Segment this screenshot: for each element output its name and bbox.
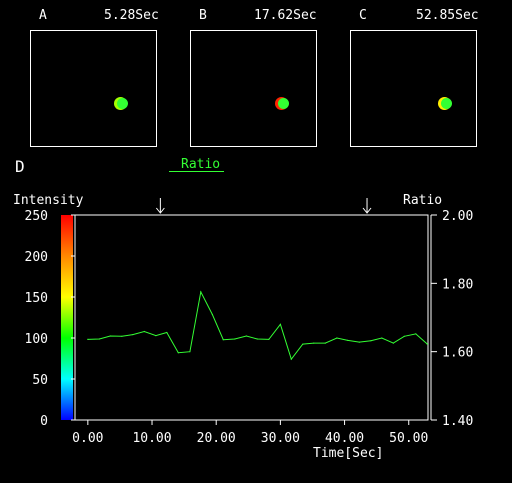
cell-spot: [278, 98, 289, 109]
ratio-data-point: [87, 338, 89, 340]
stimulus-arrow-icon: [362, 198, 372, 214]
panel-b: [190, 30, 317, 147]
left-tick-label: 0: [40, 414, 48, 429]
right-tick-label: 1.60: [442, 346, 473, 361]
ratio-data-point: [324, 342, 326, 344]
ratio-data-point: [98, 338, 100, 340]
colorbar: [61, 215, 73, 420]
series-label: Ratio: [181, 157, 221, 172]
x-tick-label: 0.00: [72, 431, 103, 446]
ratio-data-point: [426, 343, 428, 345]
right-tick-label: 1.40: [442, 414, 473, 429]
ratio-data-point: [290, 358, 292, 360]
ratio-data-point: [392, 342, 394, 344]
ratio-data-point: [200, 291, 202, 293]
ratio-data-point: [245, 335, 247, 337]
ratio-data-point: [256, 338, 258, 340]
ratio-data-point: [177, 352, 179, 354]
x-axis-title: Time[Sec]: [313, 446, 384, 461]
right-tick-label: 2.00: [442, 209, 473, 224]
series-underline: [169, 171, 224, 172]
ratio-series-line: [87, 290, 428, 361]
ratio-data-point: [358, 341, 360, 343]
ratio-data-point: [222, 339, 224, 341]
ratio-data-point: [370, 340, 372, 342]
left-tick-label: 150: [25, 291, 48, 306]
right-axis-title: Ratio: [403, 193, 443, 208]
ratio-data-point: [313, 342, 315, 344]
ratio-data-point: [155, 335, 157, 337]
ratio-data-point: [302, 343, 304, 345]
ratio-data-point: [189, 351, 191, 353]
ratio-data-point: [279, 323, 281, 325]
panel-c-time: 52.85Sec: [416, 8, 479, 23]
ratio-data-point: [415, 333, 417, 335]
ratio-data-point: [336, 337, 338, 339]
plot-frame: [74, 214, 429, 421]
section-label: D: [15, 157, 25, 176]
stimulus-arrow-icon: [155, 198, 165, 214]
panel-c: [350, 30, 477, 147]
left-axis-title: Intensity: [13, 193, 84, 208]
ratio-data-point: [132, 333, 134, 336]
panel-a-time: 5.28Sec: [104, 8, 159, 23]
left-tick-label: 100: [25, 332, 48, 347]
x-tick-label: 40.00: [325, 431, 364, 446]
ratio-data-point: [347, 339, 349, 341]
ratio-data-point: [268, 338, 270, 340]
ratio-data-point: [234, 338, 236, 340]
panel-a: [30, 30, 157, 147]
x-tick-label: 30.00: [261, 431, 300, 446]
cell-spot: [441, 98, 452, 109]
ratio-data-point: [211, 313, 213, 316]
right-tick-label: 1.80: [442, 277, 473, 292]
left-tick-label: 50: [32, 373, 48, 388]
x-tick-label: 20.00: [197, 431, 236, 446]
x-tick-label: 10.00: [132, 431, 171, 446]
left-tick-label: 250: [25, 209, 48, 224]
panel-c-letter: C: [359, 8, 367, 23]
panel-b-time: 17.62Sec: [254, 8, 317, 23]
left-tick-label: 200: [25, 250, 48, 265]
panel-b-letter: B: [199, 8, 207, 23]
ratio-data-point: [109, 335, 111, 337]
ratio-data-point: [403, 335, 405, 337]
ratio-data-point: [143, 330, 145, 333]
ratio-data-point: [381, 337, 383, 339]
cell-spot: [117, 98, 128, 109]
ratio-data-point: [166, 331, 168, 334]
panel-a-letter: A: [39, 8, 47, 23]
ratio-data-point: [121, 335, 123, 337]
x-tick-label: 50.00: [389, 431, 428, 446]
